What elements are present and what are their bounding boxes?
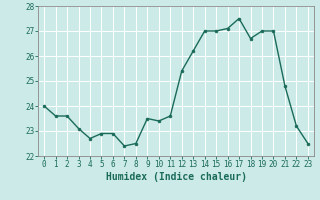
X-axis label: Humidex (Indice chaleur): Humidex (Indice chaleur) <box>106 172 246 182</box>
